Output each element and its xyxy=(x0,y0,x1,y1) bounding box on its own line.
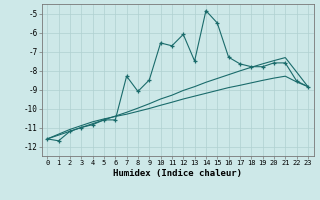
X-axis label: Humidex (Indice chaleur): Humidex (Indice chaleur) xyxy=(113,169,242,178)
